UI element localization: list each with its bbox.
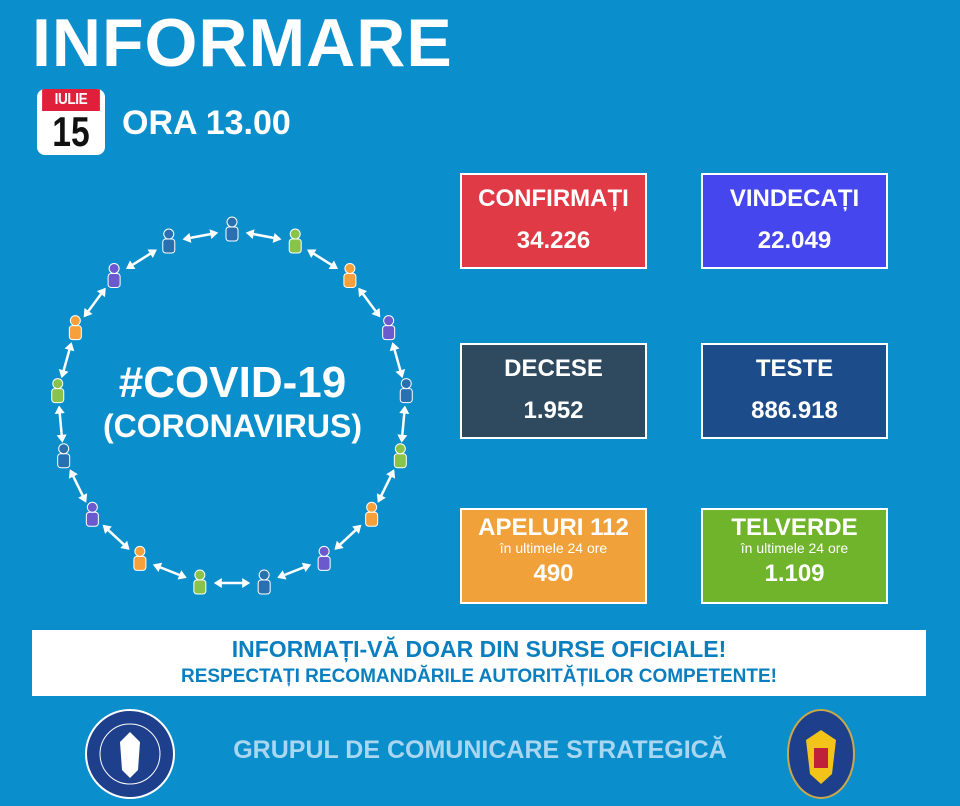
person-icon: [68, 315, 82, 341]
stat-sublabel: în ultimele 24 ore: [499, 540, 608, 556]
double-arrow-icon: [358, 287, 381, 318]
stat-label: VINDECAȚI: [729, 185, 860, 212]
stat-card-telverde: TELVERDE în ultimele 24 ore 1.109: [701, 508, 888, 604]
double-arrow-icon: [277, 562, 312, 580]
banner-line-1: INFORMAȚI-VĂ DOAR DIN SURSE OFICIALE!: [231, 636, 727, 662]
stat-card-tests: TESTE 886.918: [701, 343, 888, 439]
stat-value: 1.952: [523, 397, 584, 424]
people-ring-illustration: [51, 216, 413, 595]
stat-card-confirmed: CONFIRMAȚI 34.226: [460, 173, 647, 269]
stat-value: 34.226: [516, 227, 591, 254]
page-title: INFORMARE: [32, 5, 453, 81]
dsu-seal-logo: [787, 709, 855, 799]
double-arrow-icon: [389, 342, 406, 379]
double-arrow-icon: [68, 469, 88, 503]
double-arrow-icon: [213, 577, 251, 588]
double-arrow-icon: [102, 524, 130, 550]
double-arrow-icon: [83, 287, 106, 318]
footer-org-name: GRUPUL DE COMUNICARE STRATEGICĂ: [233, 736, 727, 764]
person-icon: [85, 501, 99, 527]
government-seal-logo: [85, 709, 175, 799]
person-icon: [399, 378, 413, 404]
calendar-day: 15: [52, 108, 90, 155]
double-arrow-icon: [397, 405, 410, 443]
covid-hashtag: #COVID-19: [118, 358, 347, 407]
stat-value: 1.109: [764, 560, 825, 587]
person-icon: [193, 569, 207, 595]
stat-card-calls-112: APELURI 112 în ultimele 24 ore 490: [460, 508, 647, 604]
double-arrow-icon: [182, 229, 219, 243]
stat-card-deaths: DECESE 1.952: [460, 343, 647, 439]
person-icon: [393, 443, 407, 469]
person-icon: [107, 262, 121, 288]
person-icon: [288, 228, 302, 254]
stat-label: TELVERDE: [731, 514, 858, 541]
stat-value: 22.049: [757, 227, 832, 254]
person-icon: [225, 216, 239, 242]
person-icon: [133, 545, 147, 571]
report-time: ORA 13.00: [122, 104, 291, 142]
double-arrow-icon: [334, 524, 362, 550]
double-arrow-icon: [125, 249, 157, 269]
stat-value: 490: [533, 560, 574, 587]
stat-value: 886.918: [751, 397, 838, 424]
person-icon: [382, 315, 396, 341]
calendar-month: IULIE: [42, 89, 100, 111]
official-sources-banner: INFORMAȚI-VĂ DOAR DIN SURSE OFICIALE! RE…: [32, 630, 926, 696]
banner-line-2: RESPECTAȚI RECOMANDĂRILE AUTORITĂȚILOR C…: [180, 666, 778, 687]
stat-label: CONFIRMAȚI: [478, 185, 629, 212]
double-arrow-icon: [58, 342, 75, 379]
person-icon: [51, 378, 65, 404]
person-icon: [365, 501, 379, 527]
person-icon: [317, 545, 331, 571]
stat-label: DECESE: [504, 355, 603, 382]
double-arrow-icon: [152, 562, 187, 580]
double-arrow-icon: [54, 405, 67, 443]
double-arrow-icon: [307, 249, 339, 269]
person-icon: [257, 569, 271, 595]
person-icon: [343, 262, 357, 288]
double-arrow-icon: [245, 229, 282, 243]
stat-label: TESTE: [755, 355, 834, 382]
calendar-icon: IULIE 15: [37, 89, 105, 155]
person-icon: [57, 443, 71, 469]
covid-subtitle: (CORONAVIRUS): [103, 408, 362, 444]
stat-label: APELURI 112: [478, 514, 629, 541]
person-icon: [162, 228, 176, 254]
stat-sublabel: în ultimele 24 ore: [740, 540, 849, 556]
stat-card-recovered: VINDECAȚI 22.049: [701, 173, 888, 269]
double-arrow-icon: [376, 469, 396, 503]
